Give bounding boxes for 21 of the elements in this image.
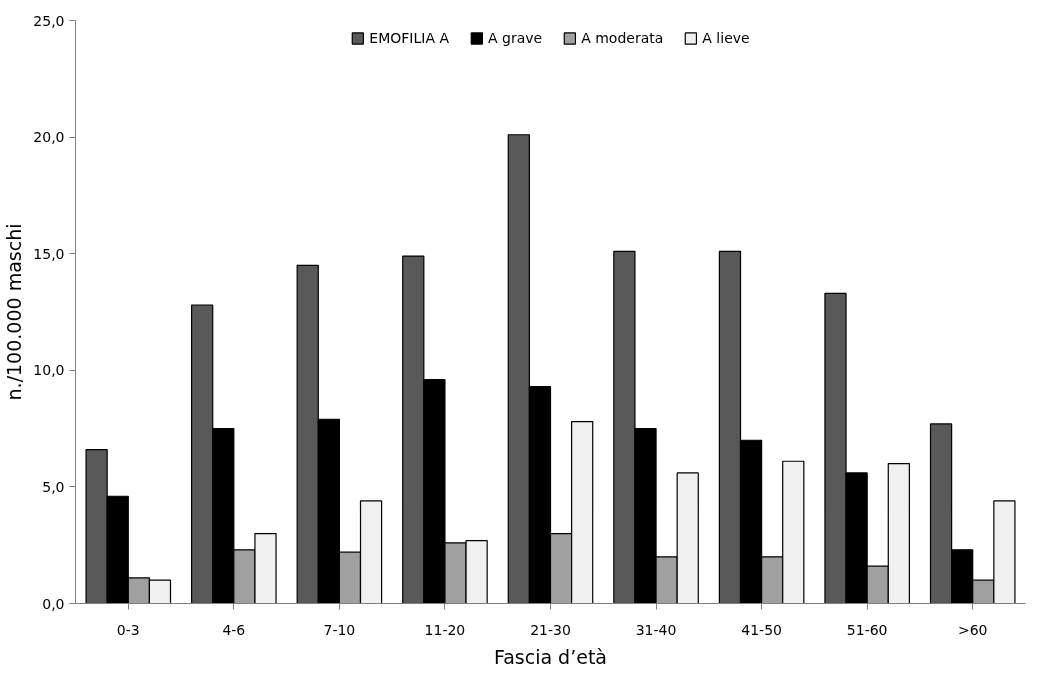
x-tick-label: 7-10 — [323, 621, 356, 638]
legend-label: A lieve — [702, 30, 750, 46]
x-tick-label: 51-60 — [846, 621, 888, 638]
x-tick-label: 4-6 — [222, 621, 246, 638]
legend-label: EMOFILIA A — [369, 30, 450, 46]
x-tick-label: 11-20 — [424, 621, 466, 638]
x-axis-title: Fascia d’età — [493, 645, 608, 668]
y-tick-label: 15,0 — [33, 245, 65, 262]
x-tick-label: 21-30 — [530, 621, 571, 638]
legend-label: A grave — [488, 30, 543, 46]
x-tick-label: 0-3 — [116, 621, 140, 638]
y-tick-label: 5,0 — [42, 478, 65, 495]
y-tick-label: 20,0 — [33, 129, 65, 146]
y-axis-title: n./100.000 maschi — [3, 223, 26, 401]
x-tick-label: 31-40 — [635, 621, 677, 638]
x-tick-label: >60 — [957, 621, 988, 638]
x-tick-label: 41-50 — [741, 621, 782, 638]
y-tick-label: 10,0 — [33, 362, 65, 379]
legend-label: A moderata — [581, 30, 664, 46]
y-tick-label: 25,0 — [33, 12, 65, 29]
y-tick-label: 0,0 — [42, 595, 65, 612]
